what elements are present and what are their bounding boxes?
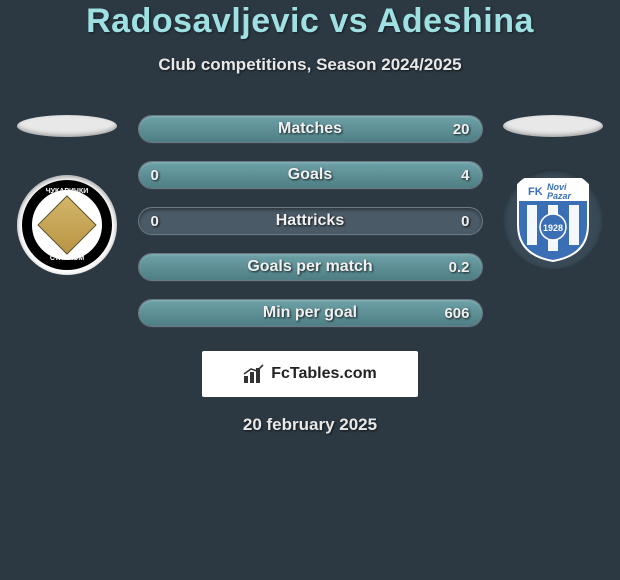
main-area: ЧУКАРИЧКИ СТАНКОМ Matches20Goals04Hattri… xyxy=(0,115,620,327)
brand-badge: FcTables.com xyxy=(202,351,418,397)
stat-label: Matches xyxy=(139,120,482,138)
stat-bar: Matches20 xyxy=(138,115,483,143)
stat-label: Min per goal xyxy=(139,304,482,322)
left-team-logo: ЧУКАРИЧКИ СТАНКОМ xyxy=(17,175,117,275)
page-title: Radosavljevic vs Adeshina xyxy=(0,2,620,41)
logo-text-bot: СТАНКОМ xyxy=(22,255,112,262)
stat-value-right: 20 xyxy=(453,121,470,138)
chart-icon xyxy=(243,364,265,384)
logo-fk-label: FK xyxy=(528,186,543,198)
stat-value-right: 4 xyxy=(461,167,469,184)
stat-bar: Goals per match0.2 xyxy=(138,253,483,281)
stat-value-right: 0.2 xyxy=(449,259,470,276)
stats-column: Matches20Goals04Hattricks00Goals per mat… xyxy=(138,115,483,327)
cukaricki-logo: ЧУКАРИЧКИ СТАНКОМ xyxy=(22,180,112,270)
logo-text-top: ЧУКАРИЧКИ xyxy=(22,188,112,195)
novi-pazar-logo: FK Novi Pazar 1928 xyxy=(514,175,592,263)
stat-value-right: 0 xyxy=(461,213,469,230)
left-team-col: ЧУКАРИЧКИ СТАНКОМ xyxy=(15,115,120,275)
page-subtitle: Club competitions, Season 2024/2025 xyxy=(0,55,620,75)
right-ellipse-decoration xyxy=(503,115,603,137)
stat-value-left: 0 xyxy=(151,213,159,230)
stat-bar: Goals0 4 xyxy=(138,161,483,189)
stat-value-left: 0 xyxy=(151,167,159,184)
right-team-col: FK Novi Pazar 1928 xyxy=(501,115,606,269)
logo-year: 1928 xyxy=(543,223,563,233)
right-team-logo: FK Novi Pazar 1928 xyxy=(503,169,603,269)
stat-label: Goals per match xyxy=(139,258,482,276)
stat-label: Goals xyxy=(139,166,482,184)
brand-text: FcTables.com xyxy=(271,365,377,383)
footer: FcTables.com 20 february 2025 xyxy=(0,351,620,435)
stat-label: Hattricks xyxy=(139,212,482,230)
stat-value-right: 606 xyxy=(444,305,469,322)
date-label: 20 february 2025 xyxy=(243,415,377,435)
stat-bar: Min per goal606 xyxy=(138,299,483,327)
left-ellipse-decoration xyxy=(17,115,117,137)
stat-bar: Hattricks0 0 xyxy=(138,207,483,235)
comparison-card: Radosavljevic vs Adeshina Club competiti… xyxy=(0,0,620,435)
logo-team-name2: Pazar xyxy=(547,191,572,201)
